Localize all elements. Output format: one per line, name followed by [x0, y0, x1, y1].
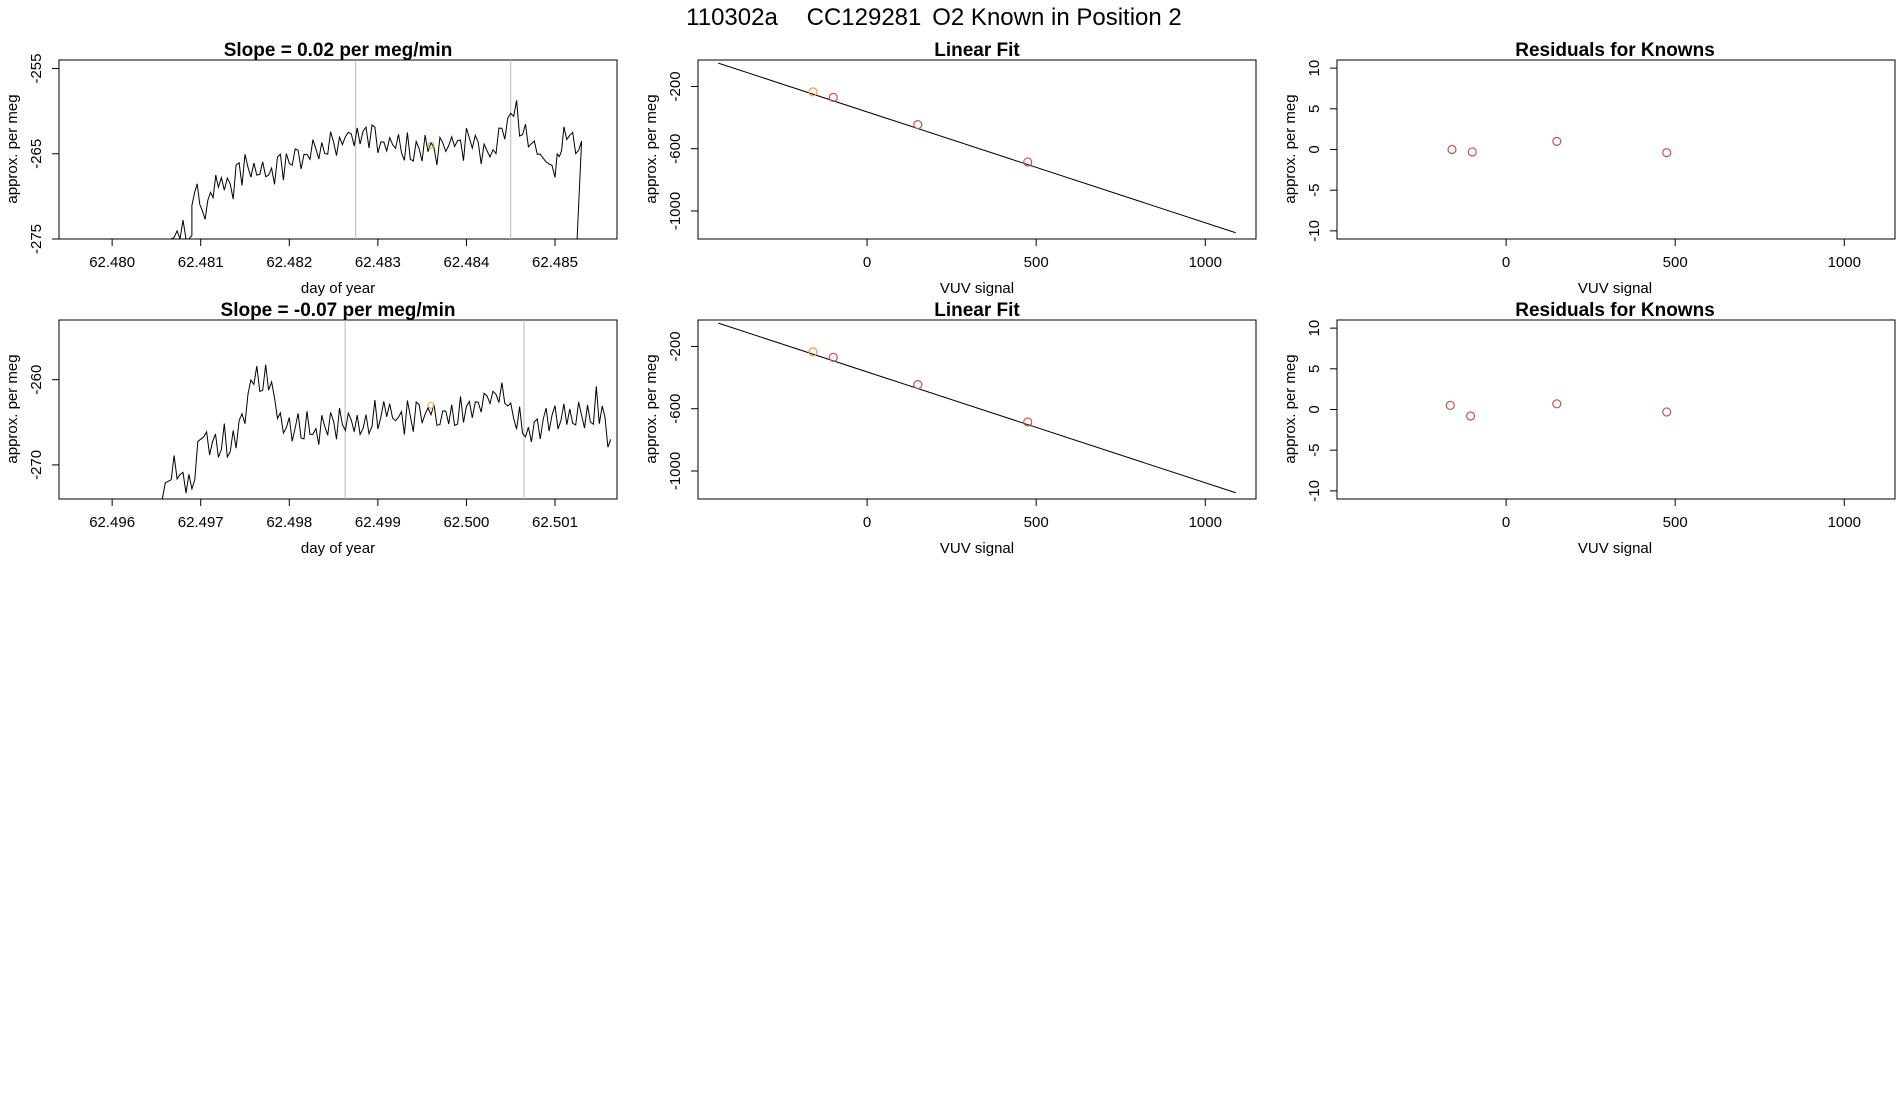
panel-3-ytick-label: -200	[667, 71, 684, 101]
panel-6-data-point	[1552, 399, 1562, 409]
panel-6-ytick-label: -10	[1306, 480, 1323, 502]
panel-5-xtick-label: 500	[1024, 514, 1049, 531]
panel-3-ytick-label: -1000	[667, 192, 684, 230]
panel-6-data-point	[1465, 411, 1476, 421]
panel-5-ytick-label: -200	[667, 331, 684, 361]
panel-4-ytick-label: -5	[1306, 184, 1323, 197]
panel-6-ytick-label: 10	[1306, 320, 1323, 337]
panel-3-xtick-label: 0	[863, 254, 871, 271]
panel-1-xlabel: day of year	[301, 280, 375, 297]
panel-4-ytick-label: -10	[1306, 220, 1323, 242]
panel-1-xtick-label: 62.480	[89, 254, 135, 271]
panel-2-xtick-label: 62.501	[532, 514, 578, 531]
panel-5-ytick-label: -600	[667, 394, 684, 424]
panel-5-ytick-label: -1000	[667, 452, 684, 490]
panel-4-xtick-label: 1000	[1828, 254, 1861, 271]
panel-2-ytick-label: -270	[28, 450, 45, 480]
panel-6-xlabel: VUV signal	[1578, 540, 1652, 557]
panel-5-xtick-label: 0	[863, 514, 871, 531]
panel-4-plot-frame	[1336, 59, 1896, 240]
panel-6-xtick-label: 1000	[1828, 514, 1861, 531]
panel-3-xlabel: VUV signal	[940, 280, 1014, 297]
panel-1-xtick-label: 62.482	[266, 254, 312, 271]
panel-1-ylabel: approx. per meg	[4, 94, 21, 203]
panel-6-xtick-label: 0	[1502, 514, 1510, 531]
panel-2-marker-point	[427, 401, 435, 409]
panel-5-fit-line	[718, 322, 1236, 494]
panel-3-title: Linear Fit	[934, 40, 1020, 61]
panel-3-data-point	[1023, 157, 1033, 167]
panel-5-ylabel: approx. per meg	[643, 354, 660, 463]
panel-2-xtick-label: 62.496	[89, 514, 135, 531]
panel-1-xtick-label: 62.484	[443, 254, 489, 271]
panel-4-ylabel: approx. per meg	[1282, 94, 1299, 203]
panel-1-title: Slope = 0.02 per meg/min	[224, 40, 453, 61]
panel-3-ytick-label: -600	[667, 134, 684, 164]
panel-4-title: Residuals for Knowns	[1515, 40, 1715, 61]
panel-6-xtick-label: 500	[1663, 514, 1688, 531]
panel-2-xlabel: day of year	[301, 540, 375, 557]
panel-1-ytick-label: -255	[28, 54, 45, 84]
panel-5-data-point	[1023, 417, 1033, 427]
panel-6-data-point	[1445, 400, 1455, 411]
panel-3-plot-frame	[697, 59, 1257, 240]
panel-5-data-point	[913, 379, 923, 390]
panel-3-xtick-label: 500	[1024, 254, 1049, 271]
panel-5-xtick-label: 1000	[1189, 514, 1222, 531]
panel-6-ytick-label: -5	[1306, 444, 1323, 457]
panel-1-marker-point	[427, 141, 435, 149]
panel-2-ytick-label: -260	[28, 365, 45, 395]
panel-5-data-point	[808, 347, 818, 357]
panel-4-ytick-label: 5	[1306, 105, 1323, 113]
panel-4-data-point	[1447, 144, 1457, 155]
panel-3-data-point	[808, 87, 818, 97]
panel-4-data-point	[1552, 136, 1562, 146]
figure-title-run: 110302a	[686, 4, 778, 31]
panel-1-plot-frame	[58, 59, 618, 240]
panel-4-data-point	[1467, 147, 1477, 157]
panel-1-xtick-label: 62.485	[532, 254, 578, 271]
panel-3-fit-line	[718, 62, 1236, 234]
panel-2-title: Slope = -0.07 per meg/min	[221, 300, 456, 321]
chart-marks: 62.480 62.481 62.482 62.483 62.484 62.485 -255…	[28, 54, 1896, 531]
panel-1-ytick-label: -265	[28, 139, 45, 169]
panel-1-series-line	[59, 100, 583, 240]
panel-6-ytick-label: 5	[1306, 365, 1323, 373]
panel-4-xlabel: VUV signal	[1578, 280, 1652, 297]
panel-2-series-line	[59, 364, 612, 500]
panel-2-xtick-label: 62.500	[443, 514, 489, 531]
panel-2-ylabel: approx. per meg	[4, 354, 21, 463]
panel-5-plot-frame	[697, 319, 1257, 500]
panel-4-ytick-label: 0	[1306, 145, 1323, 153]
panel-3-data-point	[913, 119, 923, 130]
panel-4-ytick-label: 10	[1306, 60, 1323, 77]
panel-2-plot-frame	[58, 319, 618, 500]
panel-3-ylabel: approx. per meg	[643, 94, 660, 203]
panel-6-ytick-label: 0	[1306, 405, 1323, 413]
panel-6-title: Residuals for Knowns	[1515, 300, 1715, 321]
panel-2-xtick-label: 62.497	[178, 514, 224, 531]
figure-title-desc: O2 Known in Position 2	[932, 4, 1181, 31]
panel-3-xtick-label: 1000	[1189, 254, 1222, 271]
figure-title-cylinder: CC129281	[807, 4, 922, 31]
panel-5-xlabel: VUV signal	[940, 540, 1014, 557]
panel-1-xtick-label: 62.481	[178, 254, 224, 271]
panel-4-data-point	[1662, 148, 1672, 158]
panel-1-ytick-label: -275	[28, 224, 45, 254]
panel-1-xtick-label: 62.483	[355, 254, 401, 271]
panel-2-xtick-label: 62.498	[266, 514, 312, 531]
panel-3-data-point	[828, 92, 838, 102]
panel-5-data-point	[828, 352, 838, 362]
panel-6-data-point	[1662, 407, 1672, 417]
panel-4-xtick-label: 500	[1663, 254, 1688, 271]
panel-6-ylabel: approx. per meg	[1282, 354, 1299, 463]
panel-6-plot-frame	[1336, 319, 1896, 500]
panel-2-xtick-label: 62.499	[355, 514, 401, 531]
panel-4-xtick-label: 0	[1502, 254, 1510, 271]
panel-5-title: Linear Fit	[934, 300, 1020, 321]
